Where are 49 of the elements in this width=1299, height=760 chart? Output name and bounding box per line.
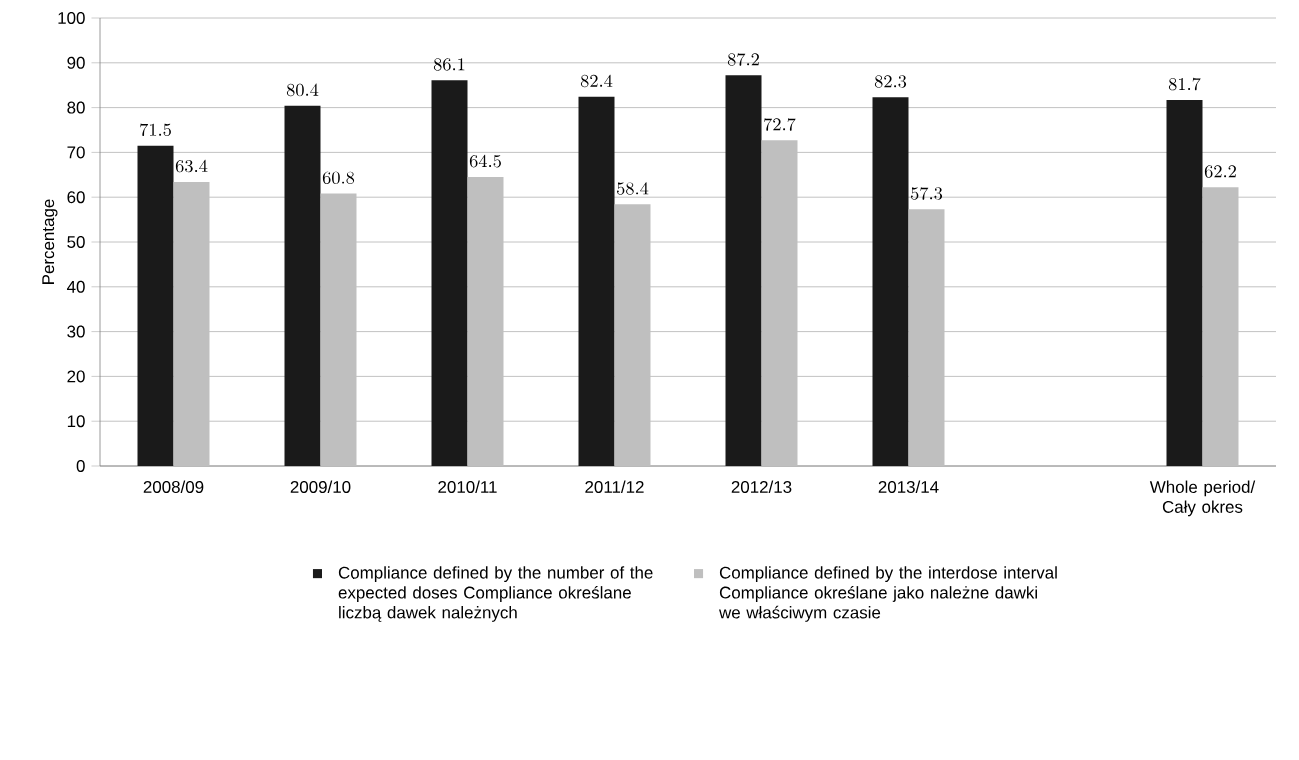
y-tick-label: 10 — [67, 415, 85, 428]
data-label: 82.3 — [874, 75, 907, 88]
x-tick-label: 2011/12 — [585, 480, 644, 493]
x-tick-label: 2012/13 — [731, 480, 792, 493]
bar — [872, 97, 909, 466]
data-label: 81 .7 — [1168, 77, 1201, 91]
bar — [467, 177, 504, 466]
data-label: 58.4 — [617, 182, 649, 195]
bar — [1202, 187, 1239, 466]
x-tick-label: 2009/10 — [290, 480, 351, 493]
bar — [761, 140, 798, 466]
y-tick-label: 60 — [67, 191, 85, 204]
data-label: 57.3 — [911, 187, 943, 200]
data-label: 63.4 — [175, 159, 208, 173]
y-tick-label: 30 — [67, 325, 85, 338]
data-label: 71 .5 — [140, 123, 171, 137]
x-tick-label: 2008/09 — [143, 480, 204, 493]
bar — [725, 75, 762, 466]
y-tick-label: 70 — [67, 146, 85, 159]
y-tick-label: 20 — [67, 370, 85, 383]
y-tick-label: 40 — [66, 280, 85, 293]
bar — [614, 204, 651, 466]
x-tick-label: 2013/14 — [878, 480, 939, 493]
legend-label: Compliance defined by the interdose interval Compliance określane jako należne dawki we właściwym czasie — [719, 566, 1057, 622]
y-tick-label: 50 — [67, 236, 85, 248]
bar — [578, 96, 615, 466]
data-label: 86. 1 — [433, 58, 465, 71]
bar — [908, 209, 945, 466]
y-tick-label: 80 — [67, 101, 85, 114]
y-tick-label: 100 — [58, 12, 85, 24]
bar — [284, 105, 321, 466]
data-label: 82.4 — [580, 74, 613, 88]
data-label: 62.2 — [1204, 165, 1236, 178]
legend-label: Compliance defined by the number of the expected doses Compliance określane liczbą dawek należnych — [338, 566, 653, 622]
x-tick-label: 2010/11 — [438, 480, 497, 493]
y-tick-label: 0 — [76, 460, 85, 472]
y-axis-title: Percentage — [42, 199, 58, 284]
data-label: 60.8 — [322, 171, 355, 184]
bar — [1166, 99, 1203, 466]
data-label: 80.4 — [286, 83, 319, 97]
y-tick-label: 90 — [67, 56, 85, 69]
bar — [431, 80, 468, 466]
bar — [137, 145, 174, 466]
data-label: 87.2 — [727, 53, 759, 66]
data-label: 72.7 — [764, 118, 796, 131]
x-tick-label: Whole period/ Cały okres — [1149, 480, 1256, 517]
bar — [320, 193, 357, 466]
bar — [173, 181, 210, 466]
data-label: 64.5 — [469, 154, 501, 168]
